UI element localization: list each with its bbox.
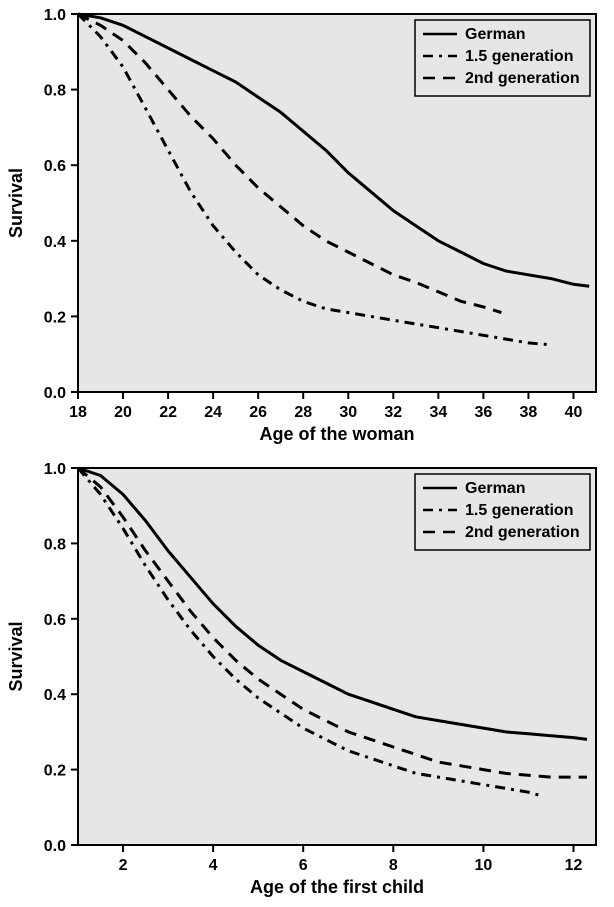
xtick-label: 30 [339, 404, 357, 421]
ytick-label: 1.0 [44, 7, 66, 24]
legend-label: German [465, 480, 525, 497]
xtick-label: 36 [474, 404, 492, 421]
x-axis-label: Age of the woman [259, 424, 414, 444]
ytick-label: 0.2 [44, 763, 66, 780]
legend-label: 1.5 generation [465, 48, 573, 65]
legend-label: 2nd generation [465, 524, 580, 541]
ytick-label: 0.2 [44, 309, 66, 326]
xtick-label: 24 [204, 404, 222, 421]
xtick-label: 22 [159, 404, 177, 421]
y-axis-label: Survival [6, 621, 26, 691]
xtick-label: 20 [114, 404, 132, 421]
ytick-label: 1.0 [44, 461, 66, 478]
x-axis-label: Age of the first child [250, 877, 424, 897]
ytick-label: 0.8 [44, 83, 66, 100]
xtick-label: 2 [119, 857, 128, 874]
ytick-label: 0.8 [44, 536, 66, 553]
xtick-label: 8 [389, 857, 398, 874]
chart-bottom: 2 4 6 8 10 12 0.0 0.2 0.4 0.6 0.8 1.0 Age of the fir… [0, 454, 614, 907]
chart-top: 18 20 22 24 26 28 30 32 34 36 38 40 0.0 0.2 0.4 0.6 0.8 1… [0, 0, 614, 454]
xtick-label: 40 [565, 404, 583, 421]
xtick-label: 10 [474, 857, 492, 874]
y-axis-label: Survival [6, 168, 26, 238]
legend-label: 2nd generation [465, 70, 580, 87]
xtick-label: 6 [299, 857, 308, 874]
ytick-label: 0.0 [44, 385, 66, 402]
legend-label: 1.5 generation [465, 502, 573, 519]
legend-label: German [465, 26, 525, 43]
xtick-label: 28 [294, 404, 312, 421]
ytick-label: 0.6 [44, 158, 66, 175]
ytick-label: 0.6 [44, 612, 66, 629]
ytick-label: 0.0 [44, 838, 66, 855]
xtick-label: 18 [69, 404, 87, 421]
xtick-label: 12 [565, 857, 583, 874]
ytick-label: 0.4 [44, 687, 66, 704]
xtick-label: 32 [384, 404, 402, 421]
xtick-label: 38 [520, 404, 538, 421]
chart-stack: 1820222426283032343638400.00.20.40.60.81… [0, 0, 614, 907]
xtick-label: 26 [249, 404, 267, 421]
xtick-label: 4 [209, 857, 218, 874]
ytick-label: 0.4 [44, 234, 66, 251]
xtick-label: 34 [429, 404, 447, 421]
